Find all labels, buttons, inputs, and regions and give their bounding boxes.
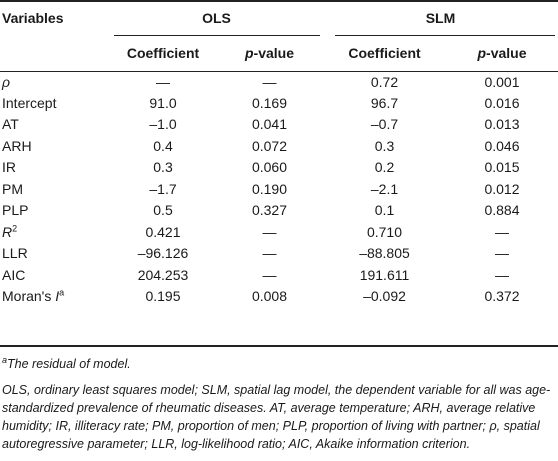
ols-p-value: — — [262, 266, 277, 283]
table-row: LLR –96.126 — –88.805 — — [0, 243, 558, 265]
table-row: IR 0.3 0.060 0.2 0.015 — [0, 157, 558, 179]
row-variable: LLR — [2, 245, 28, 262]
slm-p-value: — — [495, 223, 509, 240]
ols-p-value: 0.008 — [251, 288, 288, 305]
ols-coefficient: 0.4 — [153, 137, 173, 154]
row-variable: ARH — [2, 137, 32, 154]
r-squared-exponent: 2 — [12, 223, 18, 234]
slm-p-value: 0.013 — [484, 116, 520, 133]
slm-coefficient: 0.710 — [366, 223, 403, 240]
footnote-marker-ref: a — [59, 287, 65, 298]
slm-coefficient: –0.7 — [370, 116, 399, 133]
row-variable: AT — [2, 116, 19, 133]
header-row-columns: Coefficient p-value Coefficient p-value — [0, 35, 558, 71]
ols-coefficient: 204.253 — [137, 266, 189, 283]
slm-coefficient: –2.1 — [370, 180, 399, 197]
morans-label: Moran's — [2, 288, 56, 305]
header-group-ols: OLS — [202, 9, 231, 26]
header-bottom-rule — [0, 71, 558, 72]
ols-coefficient: 0.3 — [153, 159, 173, 176]
abbreviations-note: OLS, ordinary least squares model; SLM, … — [2, 383, 551, 451]
slm-coefficient: 0.2 — [374, 159, 395, 176]
row-variable: IR — [2, 159, 16, 176]
header-slm-p-value: p-value — [446, 35, 558, 71]
row-variable: ρ — [2, 73, 11, 90]
ols-p-value: — — [262, 73, 277, 90]
table-row: PM –1.7 0.190 –2.1 0.012 — [0, 178, 558, 200]
row-variable: AIC — [2, 266, 26, 283]
ols-p-value: 0.072 — [251, 137, 288, 154]
ols-coefficient: 0.421 — [145, 223, 181, 240]
slm-p-value: 0.884 — [484, 202, 520, 219]
header-variables: Variables — [2, 9, 64, 26]
ols-coefficient: — — [156, 73, 170, 90]
p-letter: p — [244, 45, 254, 61]
ols-coefficient: –1.7 — [149, 180, 177, 197]
table-notes: aThe residual of model. OLS, ordinary le… — [2, 355, 554, 461]
row-variable: PLP — [2, 202, 29, 219]
results-table-figure: Variables OLS SLM Coefficient p-value Co… — [0, 0, 558, 451]
ols-p-value: 0.041 — [251, 116, 288, 133]
table-row: AT –1.0 0.041 –0.7 0.013 — [0, 114, 558, 136]
ols-coefficient: 0.195 — [145, 288, 181, 305]
ols-coefficient: 91.0 — [149, 94, 177, 111]
table-row: R2 0.421 — 0.710 — — [0, 221, 558, 243]
slm-coefficient: –88.805 — [359, 245, 410, 262]
header-ols-p-value: p-value — [216, 35, 323, 71]
slm-p-value: — — [495, 266, 509, 283]
p-letter: p — [477, 45, 487, 61]
slm-p-value: 0.372 — [484, 288, 520, 305]
table-row: Moran's Ia 0.195 0.008 –0.092 0.372 — [0, 286, 558, 308]
slm-coefficient: 96.7 — [370, 94, 399, 111]
header-ols-coefficient: Coefficient — [126, 45, 200, 61]
footnote-text: The residual of model. — [7, 357, 131, 371]
ols-p-value: 0.169 — [251, 94, 288, 111]
ols-p-value: — — [262, 245, 277, 262]
table-row: AIC 204.253 — 191.611 — — [0, 264, 558, 286]
table-top-rule — [0, 0, 558, 2]
slm-p-value: 0.016 — [484, 94, 520, 111]
morans-i-symbol: I — [55, 288, 60, 305]
r-squared-symbol: R — [2, 223, 13, 240]
header-group-slm: SLM — [425, 9, 456, 26]
ols-p-value: 0.327 — [251, 202, 288, 219]
ols-p-value: 0.190 — [251, 180, 288, 197]
ols-group-underline — [114, 35, 320, 36]
ols-coefficient: –96.126 — [137, 245, 189, 262]
table-row: PLP 0.5 0.327 0.1 0.884 — [0, 200, 558, 222]
footnote-marker: a — [2, 354, 8, 365]
slm-coefficient: 0.1 — [374, 202, 395, 219]
footnote-a: aThe residual of model. — [2, 355, 554, 373]
p-suffix: -value — [486, 45, 527, 61]
table-row: ρ — — 0.72 0.001 — [0, 71, 558, 92]
header-slm-coefficient: Coefficient — [348, 45, 421, 61]
ols-coefficient: 0.5 — [153, 202, 173, 219]
row-variable: Moran's Ia — [0, 286, 110, 308]
slm-p-value: 0.012 — [484, 180, 520, 197]
regression-results-table: Variables OLS SLM Coefficient p-value Co… — [0, 0, 558, 308]
row-variable: Intercept — [2, 94, 57, 111]
row-variable: PM — [2, 180, 23, 197]
header-row-groups: Variables OLS SLM — [0, 0, 558, 35]
slm-p-value: 0.001 — [484, 73, 520, 90]
slm-group-underline — [335, 35, 555, 36]
slm-coefficient: 191.611 — [359, 266, 410, 283]
ols-p-value: — — [262, 223, 277, 240]
slm-p-value: 0.046 — [484, 137, 520, 154]
table-row: Intercept 91.0 0.169 96.7 0.016 — [0, 92, 558, 114]
slm-p-value: 0.015 — [484, 159, 520, 176]
header-blank — [0, 35, 110, 71]
slm-p-value: — — [495, 245, 509, 262]
slm-coefficient: 0.3 — [374, 137, 395, 154]
slm-coefficient: –0.092 — [363, 288, 406, 305]
row-variable: R2 — [0, 221, 110, 243]
table-row: ARH 0.4 0.072 0.3 0.046 — [0, 135, 558, 157]
ols-p-value: 0.060 — [251, 159, 288, 176]
ols-coefficient: –1.0 — [149, 116, 177, 133]
p-suffix: -value — [253, 45, 295, 61]
slm-coefficient: 0.72 — [370, 73, 399, 90]
table-bottom-rule — [0, 345, 558, 347]
